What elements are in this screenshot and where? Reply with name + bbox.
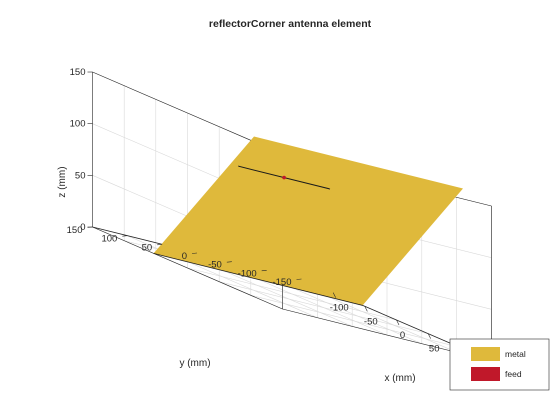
- reflector-plate-front: [153, 136, 463, 306]
- legend-feed-label: feed: [505, 369, 522, 379]
- legend-metal-swatch: [471, 347, 500, 361]
- legend-metal-label: metal: [505, 349, 526, 359]
- legend-feed-swatch: [471, 367, 500, 381]
- axis-ticks: -100-50050100-150-100-500501001500501001…: [67, 67, 474, 368]
- y-tick: [122, 235, 128, 237]
- feed-point: [282, 175, 286, 180]
- y-tick-label: 150: [67, 225, 83, 236]
- x-tick-label: -100: [330, 303, 349, 314]
- y-tick: [191, 252, 198, 254]
- y-tick-label: -50: [208, 260, 222, 271]
- chart-title: reflectorCorner antenna element: [209, 18, 372, 30]
- y-tick: [296, 278, 302, 280]
- y-tick-label: -100: [238, 268, 257, 279]
- z-tick-label: 0: [80, 222, 85, 233]
- z-tick-label: 50: [75, 170, 86, 181]
- x-tick: [332, 292, 336, 298]
- box-edge: [92, 226, 283, 310]
- y-axis-label: y (mm): [179, 358, 210, 369]
- y-tick: [261, 270, 267, 272]
- z-axis-label: z (mm): [57, 166, 68, 197]
- y-tick-label: 50: [142, 242, 153, 253]
- x-axis-label: x (mm): [384, 373, 415, 384]
- z-tick-label: 100: [70, 119, 86, 130]
- x-tick: [364, 306, 368, 312]
- legend-box: [449, 338, 550, 391]
- y-tick-label: 100: [101, 234, 117, 245]
- y-tick-label: 0: [182, 251, 187, 262]
- y-tick-label: -150: [272, 277, 291, 288]
- legend: metal feed: [449, 338, 550, 391]
- z-tick-label: 150: [70, 67, 86, 78]
- x-tick: [427, 333, 431, 339]
- antenna-geometry: [153, 136, 463, 306]
- x-tick-label: 0: [400, 330, 405, 341]
- x-tick: [396, 319, 400, 326]
- x-tick-label: -50: [364, 316, 378, 327]
- x-tick-label: 50: [429, 344, 440, 355]
- y-tick: [226, 261, 232, 263]
- reflector-hinge: [153, 253, 363, 306]
- y-tick: [157, 244, 163, 246]
